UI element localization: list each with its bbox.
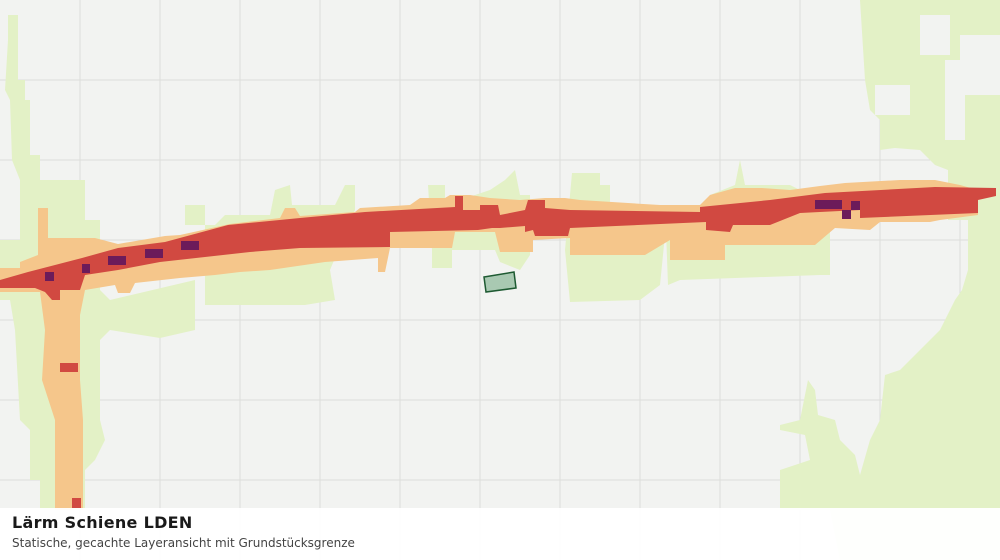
legend-footer: Lärm Schiene LDEN Statische, gecachte La… [0,508,1000,560]
map-gaps [875,15,1000,140]
noise-zone-very-high [45,200,860,281]
noise-zone-high [0,187,996,508]
layer-subtitle: Statische, gecachte Layeransicht mit Gru… [12,536,355,550]
layer-title: Lärm Schiene LDEN [12,513,193,532]
noise-zone-mid [0,180,978,510]
parcel-boundary [483,271,517,293]
